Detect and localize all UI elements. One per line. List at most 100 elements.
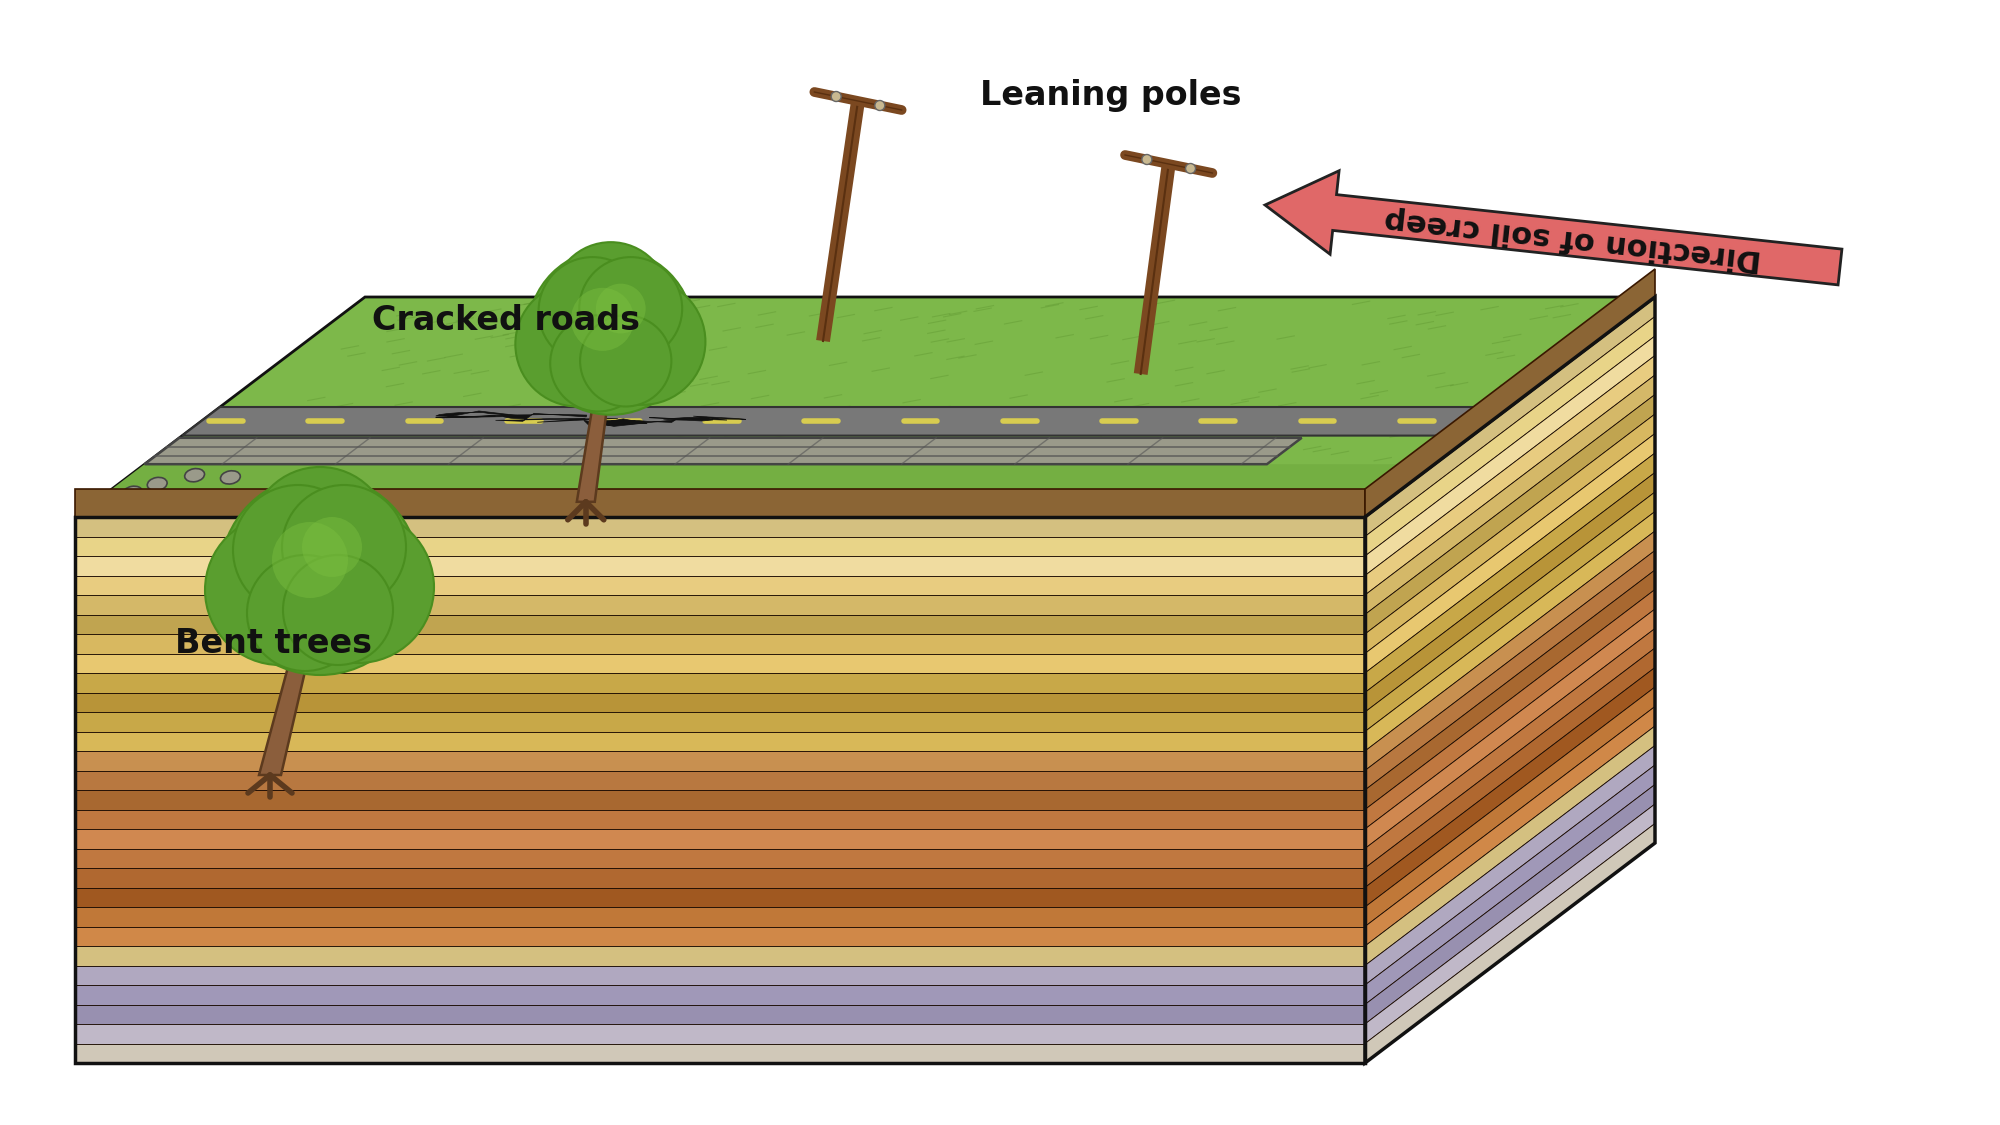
Polygon shape [576, 332, 616, 502]
Polygon shape [76, 518, 1364, 537]
Polygon shape [650, 416, 746, 421]
Polygon shape [76, 537, 1364, 556]
Ellipse shape [220, 470, 240, 484]
Circle shape [596, 284, 646, 333]
Polygon shape [76, 790, 1364, 810]
Polygon shape [182, 407, 1510, 435]
Polygon shape [1364, 648, 1656, 888]
Polygon shape [1364, 667, 1656, 907]
Circle shape [580, 315, 672, 406]
Polygon shape [76, 927, 1364, 946]
Polygon shape [76, 712, 1364, 731]
Polygon shape [1364, 472, 1656, 712]
Polygon shape [584, 418, 676, 426]
Polygon shape [1364, 706, 1656, 946]
Text: Bent trees: Bent trees [176, 627, 372, 660]
Circle shape [250, 467, 390, 608]
Circle shape [282, 511, 434, 663]
Polygon shape [1364, 375, 1656, 614]
Polygon shape [1364, 269, 1656, 518]
Polygon shape [76, 595, 1364, 614]
Polygon shape [76, 965, 1364, 986]
Polygon shape [76, 673, 1364, 693]
Polygon shape [1364, 433, 1656, 673]
Polygon shape [260, 575, 328, 775]
Polygon shape [76, 634, 1364, 654]
Circle shape [874, 100, 884, 110]
Polygon shape [1364, 726, 1656, 965]
Circle shape [516, 282, 640, 406]
Text: Cracked roads: Cracked roads [372, 305, 640, 337]
Circle shape [570, 288, 634, 351]
Circle shape [302, 518, 362, 577]
Polygon shape [76, 556, 1364, 576]
Circle shape [1142, 154, 1152, 164]
Polygon shape [1364, 356, 1656, 595]
Polygon shape [76, 946, 1364, 965]
Circle shape [528, 249, 694, 415]
Polygon shape [1364, 297, 1656, 537]
Polygon shape [76, 1005, 1364, 1024]
Circle shape [580, 258, 682, 360]
Circle shape [248, 555, 364, 670]
Text: Leaning poles: Leaning poles [980, 79, 1242, 111]
Polygon shape [1364, 395, 1656, 634]
Polygon shape [76, 614, 1364, 634]
Polygon shape [1364, 629, 1656, 869]
Polygon shape [1364, 531, 1656, 771]
Polygon shape [76, 1044, 1364, 1063]
Polygon shape [1364, 512, 1656, 752]
Polygon shape [1364, 824, 1656, 1063]
Polygon shape [76, 489, 1364, 518]
Polygon shape [1364, 590, 1656, 829]
Polygon shape [1364, 316, 1656, 556]
Polygon shape [1364, 550, 1656, 790]
Polygon shape [1364, 804, 1656, 1044]
Circle shape [550, 315, 646, 412]
Polygon shape [76, 848, 1364, 868]
Polygon shape [144, 438, 1302, 465]
Circle shape [538, 258, 646, 364]
Circle shape [272, 522, 348, 598]
Polygon shape [1364, 414, 1656, 654]
Polygon shape [436, 411, 524, 417]
Ellipse shape [122, 486, 142, 500]
Ellipse shape [184, 469, 204, 482]
Polygon shape [1364, 492, 1656, 731]
Polygon shape [76, 731, 1364, 752]
Polygon shape [76, 986, 1364, 1005]
Circle shape [580, 279, 706, 405]
Ellipse shape [148, 477, 168, 490]
Polygon shape [1364, 784, 1656, 1024]
Polygon shape [76, 907, 1364, 927]
Polygon shape [76, 810, 1364, 829]
Polygon shape [76, 465, 1434, 518]
Polygon shape [76, 888, 1364, 907]
Polygon shape [76, 693, 1364, 712]
Circle shape [220, 475, 420, 675]
Polygon shape [76, 297, 1656, 518]
Circle shape [282, 485, 406, 609]
Circle shape [552, 242, 668, 359]
Polygon shape [76, 465, 1434, 518]
Circle shape [1186, 163, 1196, 173]
Polygon shape [1266, 171, 1842, 285]
Polygon shape [76, 868, 1364, 888]
Polygon shape [1364, 609, 1656, 848]
Polygon shape [76, 1024, 1364, 1044]
Text: Direction of soil creep: Direction of soil creep [1382, 205, 1762, 274]
Polygon shape [76, 654, 1364, 673]
Polygon shape [1364, 746, 1656, 986]
Polygon shape [1364, 453, 1656, 693]
Polygon shape [1364, 765, 1656, 1005]
Circle shape [832, 91, 842, 101]
Circle shape [232, 485, 364, 615]
Polygon shape [496, 413, 618, 422]
Circle shape [284, 555, 392, 665]
Polygon shape [76, 771, 1364, 790]
Polygon shape [76, 576, 1364, 595]
Circle shape [206, 515, 356, 665]
Polygon shape [76, 752, 1364, 771]
Polygon shape [1364, 570, 1656, 810]
Polygon shape [1364, 336, 1656, 576]
